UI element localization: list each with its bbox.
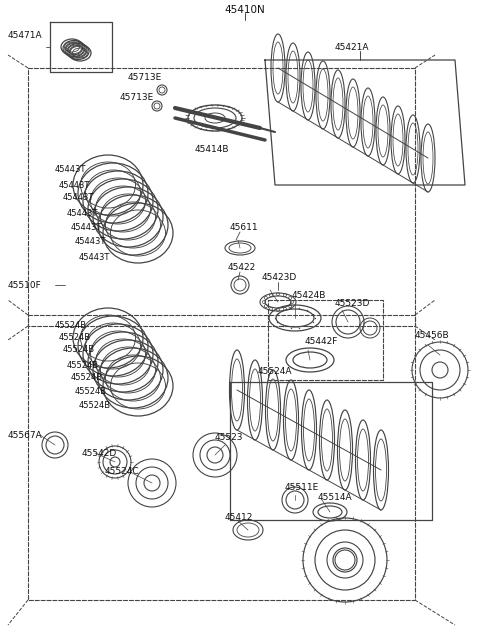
Text: 45523: 45523 xyxy=(215,434,243,442)
Text: 45524B: 45524B xyxy=(59,334,91,342)
Text: 45524C: 45524C xyxy=(105,468,140,477)
Text: 45510F: 45510F xyxy=(8,280,42,289)
Text: 45443T: 45443T xyxy=(79,253,110,263)
Text: 45412: 45412 xyxy=(225,513,253,522)
Text: 45524B: 45524B xyxy=(75,387,107,396)
Text: 45523D: 45523D xyxy=(335,299,371,308)
Text: 45443T: 45443T xyxy=(55,165,86,175)
Text: 45524B: 45524B xyxy=(79,401,111,410)
Text: 45421A: 45421A xyxy=(335,44,370,53)
Text: 45443T: 45443T xyxy=(63,194,95,203)
Text: 45410N: 45410N xyxy=(225,5,265,15)
Text: 45443T: 45443T xyxy=(59,180,90,189)
Text: 45423D: 45423D xyxy=(262,273,297,282)
Text: 45443T: 45443T xyxy=(75,237,107,246)
Text: 45443T: 45443T xyxy=(71,223,102,232)
Text: 45514A: 45514A xyxy=(318,494,353,503)
Text: 45713E: 45713E xyxy=(120,94,154,103)
Text: 45713E: 45713E xyxy=(128,73,162,82)
Text: 45524B: 45524B xyxy=(55,320,87,330)
Text: 45524B: 45524B xyxy=(71,373,103,382)
Text: 45471A: 45471A xyxy=(8,30,43,39)
Text: 45442F: 45442F xyxy=(305,337,338,346)
Text: 45524B: 45524B xyxy=(63,346,95,354)
Text: 45456B: 45456B xyxy=(415,330,450,339)
Text: 45542D: 45542D xyxy=(82,449,117,458)
Text: 45524A: 45524A xyxy=(258,368,292,377)
Text: 45567A: 45567A xyxy=(8,430,43,439)
Text: 45422: 45422 xyxy=(228,263,256,272)
Text: 45424B: 45424B xyxy=(292,292,326,301)
Text: 45414B: 45414B xyxy=(195,146,229,154)
Text: 45511E: 45511E xyxy=(285,482,319,491)
Text: 45524B: 45524B xyxy=(67,361,99,370)
Text: 45611: 45611 xyxy=(230,223,259,232)
Text: 45443T: 45443T xyxy=(67,208,98,218)
